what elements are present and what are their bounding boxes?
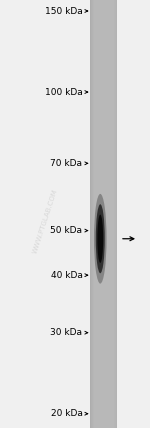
Bar xyxy=(90,0,117,428)
Bar xyxy=(114,0,115,428)
Text: 70 kDa: 70 kDa xyxy=(51,159,82,168)
Bar xyxy=(106,0,107,428)
Bar xyxy=(90,0,91,428)
Bar xyxy=(91,0,92,428)
Bar xyxy=(105,0,106,428)
Ellipse shape xyxy=(96,204,105,273)
Bar xyxy=(94,0,95,428)
Bar xyxy=(102,0,103,428)
Bar xyxy=(111,0,112,428)
Bar xyxy=(99,0,100,428)
Text: 40 kDa: 40 kDa xyxy=(51,270,82,279)
Bar xyxy=(116,0,117,428)
Ellipse shape xyxy=(97,214,103,263)
Bar xyxy=(107,0,108,428)
Bar xyxy=(103,0,104,428)
Bar xyxy=(96,0,97,428)
Bar xyxy=(95,0,96,428)
Bar xyxy=(108,0,109,428)
Text: 20 kDa: 20 kDa xyxy=(51,409,82,418)
Bar xyxy=(100,0,101,428)
Text: 50 kDa: 50 kDa xyxy=(51,226,82,235)
Bar xyxy=(101,0,102,428)
Text: 150 kDa: 150 kDa xyxy=(45,6,82,15)
Bar xyxy=(115,0,116,428)
Text: WWW.PTGLAB.COM: WWW.PTGLAB.COM xyxy=(32,188,58,254)
Bar xyxy=(97,0,98,428)
Bar xyxy=(110,0,111,428)
Bar xyxy=(92,0,93,428)
Ellipse shape xyxy=(94,194,106,284)
Text: 30 kDa: 30 kDa xyxy=(51,328,82,337)
Text: 100 kDa: 100 kDa xyxy=(45,88,82,97)
Bar xyxy=(112,0,113,428)
Bar xyxy=(104,0,105,428)
Bar xyxy=(98,0,99,428)
Bar xyxy=(93,0,94,428)
Bar xyxy=(113,0,114,428)
Bar xyxy=(101,0,102,428)
